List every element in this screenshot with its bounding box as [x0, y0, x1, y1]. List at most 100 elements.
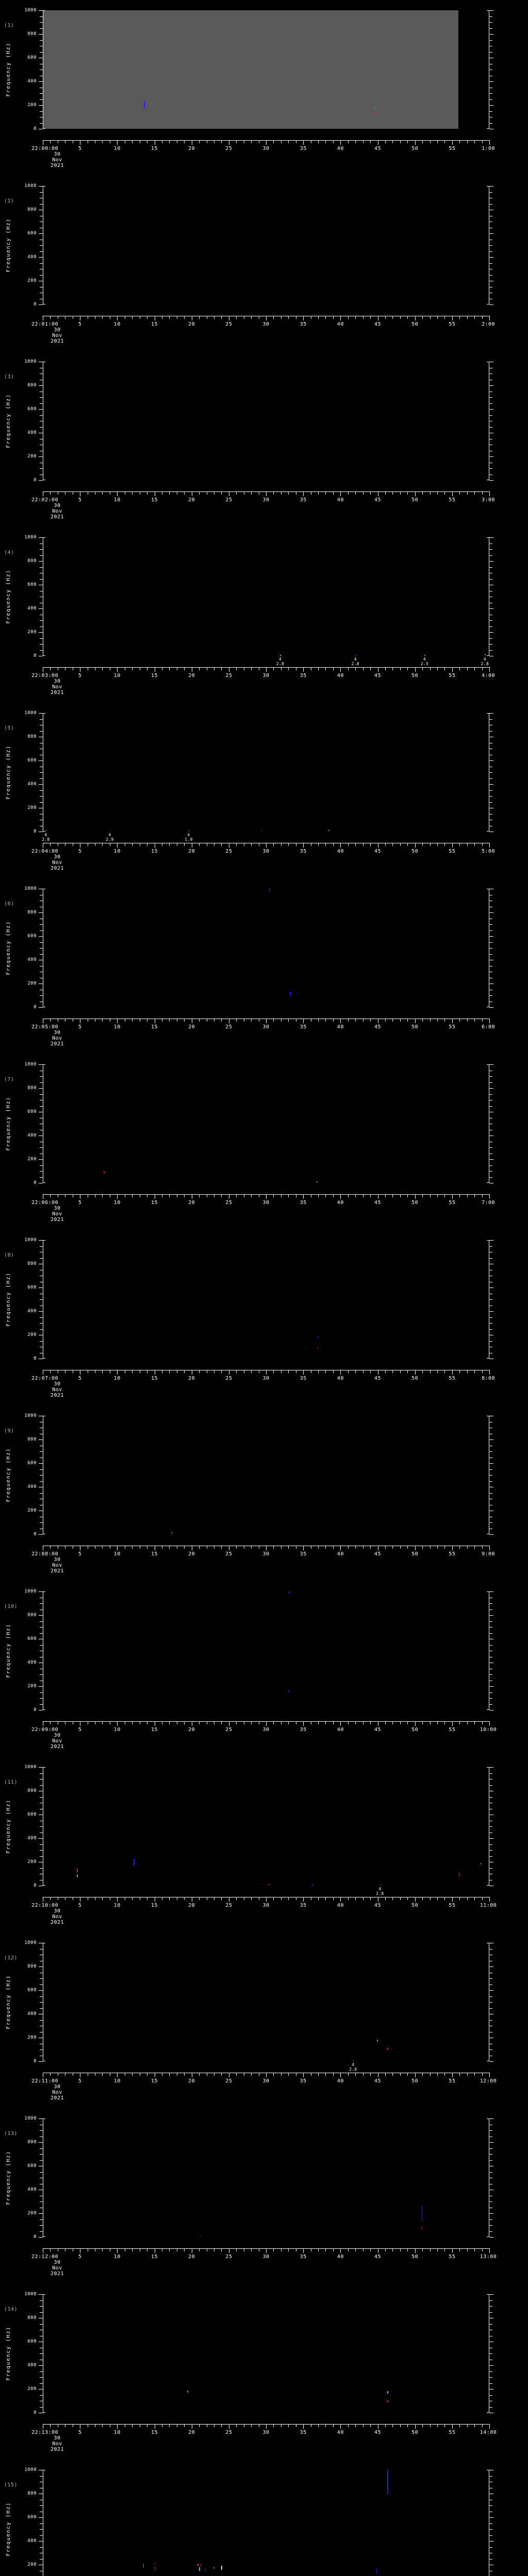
y-tick-right [489, 1177, 492, 1178]
x-tick [303, 140, 304, 145]
y-tick-right [489, 1246, 492, 1247]
y-tick [39, 632, 43, 633]
y-tick-label: 800 [27, 1788, 37, 1793]
panel-index-label: (3) [4, 374, 14, 380]
y-tick-right [489, 567, 492, 568]
x-tick [169, 843, 170, 846]
x-tick-label: 5 [78, 2430, 82, 2435]
x-tick-label: 40 [337, 1200, 344, 1206]
y-tick-right [489, 52, 492, 53]
x-tick [318, 1019, 319, 1022]
x-axis-start-label: 22:01:00 [31, 321, 59, 327]
x-tick [437, 2424, 438, 2427]
x-tick [288, 843, 289, 846]
y-tick-label: 200 [27, 981, 37, 986]
x-tick [392, 843, 393, 846]
x-tick [452, 140, 453, 145]
x-tick [407, 1546, 408, 1549]
x-tick [407, 1897, 408, 1900]
plot-background [43, 1240, 489, 1359]
x-tick-label: 10 [113, 146, 121, 151]
y-axis-title: Frequency (Hz) [6, 1096, 11, 1151]
x-tick-label: 50 [411, 673, 419, 679]
x-tick-label: 15 [151, 1376, 158, 1381]
x-tick [415, 140, 416, 145]
x-tick [467, 843, 468, 846]
x-tick [236, 316, 237, 319]
x-tick [489, 2248, 490, 2253]
y-tick [40, 719, 43, 720]
x-tick-label: 45 [374, 1727, 382, 1733]
x-tick-label: 20 [188, 1200, 195, 1206]
y-tick-right [489, 304, 493, 305]
x-tick [169, 2073, 170, 2076]
y-tick-label: 0 [34, 1883, 37, 1888]
y-tick [40, 2160, 43, 2161]
y-tick-right [489, 40, 492, 41]
x-tick [489, 140, 490, 145]
y-tick-label: 800 [27, 2140, 37, 2145]
x-tick-label: 40 [337, 497, 344, 503]
panel-index-label: (15) [4, 2482, 18, 2488]
x-tick [400, 1019, 401, 1022]
x-tick [273, 843, 274, 846]
x-tick [407, 1194, 408, 1197]
y-tick [40, 397, 43, 398]
x-tick [50, 1019, 51, 1022]
x-tick [288, 2424, 289, 2427]
x-tick-label: 55 [449, 1903, 456, 1908]
x-tick [392, 1370, 393, 1373]
y-tick-right [489, 2377, 492, 2378]
x-tick [280, 492, 282, 495]
y-tick [39, 1463, 43, 1464]
y-tick-right [489, 2523, 492, 2524]
y-tick [40, 1621, 43, 1622]
y-tick [39, 537, 43, 538]
x-tick [184, 1721, 185, 1724]
y-tick-right [489, 2231, 492, 2232]
x-tick [221, 1721, 222, 1724]
x-tick [489, 1546, 490, 1550]
x-tick [333, 1370, 334, 1373]
x-tick [437, 843, 438, 846]
x-tick [459, 667, 460, 670]
x-tick [430, 316, 431, 319]
y-tick-right [489, 1844, 492, 1845]
y-tick [40, 1850, 43, 1851]
y-tick-right [489, 2148, 492, 2149]
x-tick-label: 25 [225, 673, 233, 679]
y-tick [39, 1287, 43, 1288]
x-tick-label: 20 [188, 1903, 195, 1908]
y-tick-right [489, 1159, 493, 1160]
y-tick [40, 644, 43, 645]
x-tick [474, 1370, 475, 1373]
x-tick [348, 1194, 349, 1197]
x-tick-label: 55 [449, 321, 456, 327]
x-tick [430, 492, 431, 495]
x-tick [459, 1019, 460, 1022]
x-tick-label: 45 [374, 1376, 382, 1381]
y-tick-label: 1000 [24, 1589, 37, 1594]
x-tick [392, 1546, 393, 1549]
y-tick [40, 814, 43, 815]
y-tick-right [489, 2172, 492, 2173]
panel-index-label: (1) [4, 23, 14, 28]
x-axis-start-label: 22:00:00 [31, 146, 59, 151]
x-tick [415, 2248, 416, 2253]
x-tick [221, 492, 222, 495]
x-tick-label: 15 [151, 1551, 158, 1557]
x-tick-label: 35 [300, 673, 307, 679]
y-tick [40, 954, 43, 955]
x-tick [482, 2248, 483, 2251]
x-axis-end-label: 13:00 [480, 2254, 497, 2260]
x-tick [169, 140, 170, 143]
x-tick [452, 667, 453, 672]
x-tick [251, 1546, 252, 1549]
y-tick-right [489, 2225, 492, 2226]
x-tick [437, 1546, 438, 1549]
x-tick [482, 1019, 483, 1022]
x-tick [221, 1546, 222, 1549]
x-tick [325, 492, 326, 495]
x-tick [482, 667, 483, 670]
x-tick [251, 1194, 252, 1197]
